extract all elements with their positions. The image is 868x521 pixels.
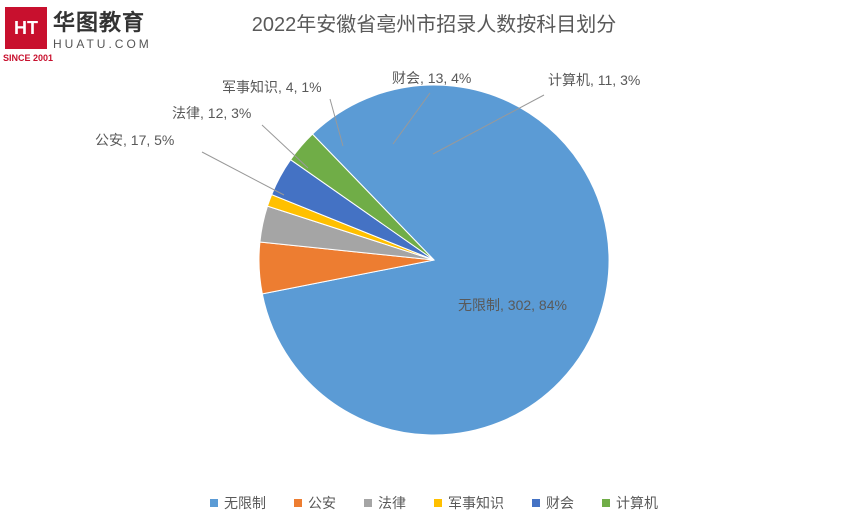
brand-logo-text: HT	[14, 19, 38, 37]
legend-marker	[434, 499, 442, 507]
legend-marker	[602, 499, 610, 507]
legend-label: 财会	[546, 493, 574, 513]
slice-label-公安: 公安, 17, 5%	[95, 132, 174, 148]
slice-label-计算机: 计算机, 11, 3%	[548, 72, 640, 88]
legend-marker	[210, 499, 218, 507]
brand-since-text: SINCE 2001	[3, 53, 53, 63]
legend-item: 财会	[532, 493, 574, 513]
brand-name-block: 华图教育 HUATU.COM	[53, 5, 152, 51]
legend-item: 公安	[294, 493, 336, 513]
slice-label-财会: 财会, 13, 4%	[392, 70, 471, 86]
pie-svg: 无限制, 302, 84% 公安, 17, 5% 法律, 12, 3% 军事知识, 4…	[0, 40, 868, 480]
pie-chart: 无限制, 302, 84% 公安, 17, 5% 法律, 12, 3% 军事知识, 4…	[0, 40, 868, 480]
legend-item: 计算机	[602, 493, 658, 513]
legend-label: 公安	[308, 493, 336, 513]
leader-line	[202, 152, 284, 195]
legend-item: 法律	[364, 493, 406, 513]
slice-label-无限制: 无限制, 302, 84%	[458, 297, 567, 313]
legend-label: 军事知识	[448, 493, 504, 513]
legend-item: 无限制	[210, 493, 266, 513]
brand-logo: HT SINCE 2001	[5, 7, 47, 49]
brand-name-en: HUATU.COM	[53, 37, 152, 51]
brand-watermark: HT SINCE 2001 华图教育 HUATU.COM	[5, 5, 152, 51]
legend-label: 法律	[378, 493, 406, 513]
slice-label-军事知识: 军事知识, 4, 1%	[222, 79, 322, 95]
legend-label: 计算机	[616, 493, 658, 513]
brand-name-cn: 华图教育	[53, 5, 152, 37]
legend-marker	[294, 499, 302, 507]
chart-legend: 无限制 公安 法律 军事知识 财会 计算机	[0, 493, 868, 513]
legend-marker	[364, 499, 372, 507]
legend-marker	[532, 499, 540, 507]
slice-label-法律: 法律, 12, 3%	[172, 105, 251, 121]
legend-label: 无限制	[224, 493, 266, 513]
legend-item: 军事知识	[434, 493, 504, 513]
